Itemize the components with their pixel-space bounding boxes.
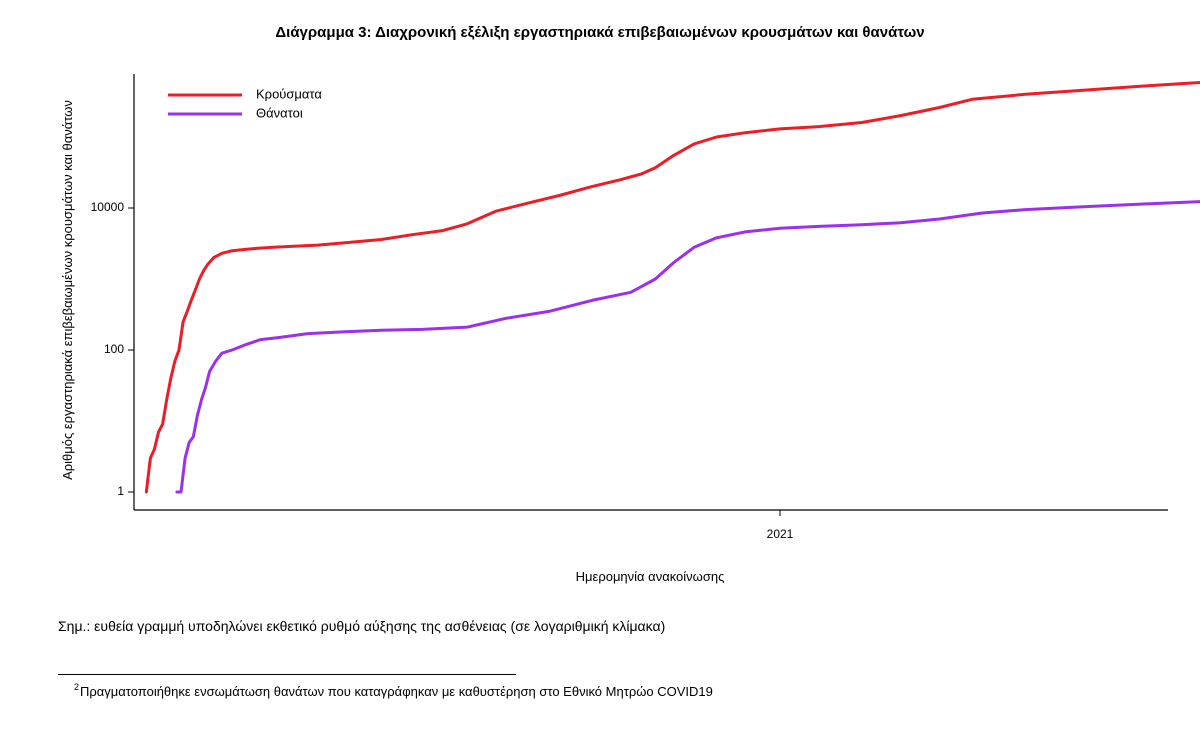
series-line-cases <box>144 80 1200 494</box>
footnote: 2 Πραγματοποιήθηκε ενσωμάτωση θανάτων που… <box>74 682 713 699</box>
legend-label: Θάνατοι <box>256 105 303 120</box>
x-axis-label: Ημερομηνία ανακοίνωσης <box>576 569 725 584</box>
y-tick-label: 1 <box>117 484 124 498</box>
footnote-marker: 2 <box>74 682 80 692</box>
x-tick-label: 2021 <box>767 527 794 541</box>
footnote-divider <box>58 674 516 675</box>
y-axis-label: Αριθμός εργαστηριακά επιβεβαιωμένων κρου… <box>60 100 75 480</box>
legend-label: Κρούσματα <box>256 86 322 101</box>
chart-title: Διάγραμμα 3: Διαχρονική εξέλιξη εργαστηρ… <box>275 24 925 41</box>
footnote-text: Πραγματοποιήθηκε ενσωμάτωση θανάτων που … <box>80 684 713 699</box>
y-tick-label: 100 <box>104 342 124 356</box>
series-line-deaths <box>175 200 1200 494</box>
y-tick-label: 10000 <box>91 200 125 214</box>
chart-note: Σημ.: ευθεία γραμμή υποδηλώνει εκθετικό … <box>58 618 666 634</box>
